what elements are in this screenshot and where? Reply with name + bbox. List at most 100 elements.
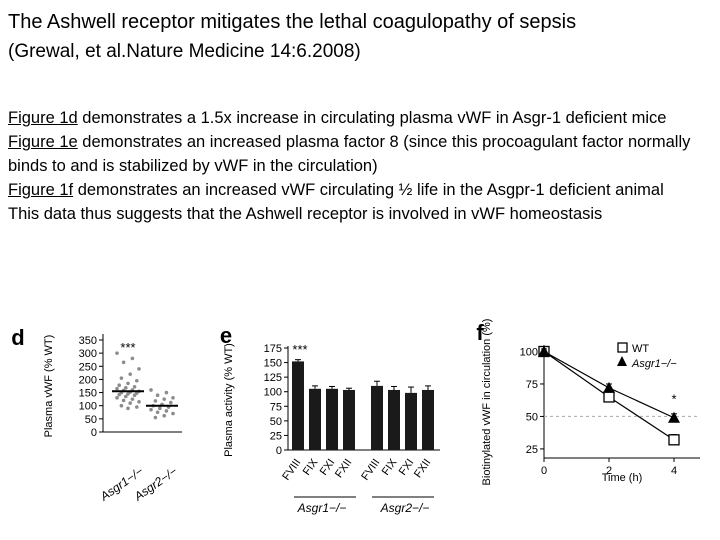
panel-d-ytick-label: 250: [79, 361, 97, 373]
panel-d-point: [121, 398, 126, 403]
panel-d-point: [128, 372, 132, 376]
panel-f-xtick-label: 2: [606, 465, 612, 477]
panel-f-ytick-label: 100: [520, 346, 538, 358]
panel-d-point: [171, 411, 175, 416]
panel-e-bar: [292, 361, 304, 450]
panel-e-ylabel: Plasma activity (% WT): [223, 343, 235, 457]
figure-link-1f[interactable]: Figure 1f: [8, 181, 74, 199]
panel-f-legend-asgr1-marker: [617, 356, 627, 366]
paragraph-3: Figure 1f demonstrates an increased vWF …: [8, 178, 708, 202]
panel-d-point: [124, 386, 128, 390]
panel-d-ytick-label: 150: [79, 388, 97, 400]
panel-e-ytick-label: 25: [270, 430, 282, 442]
panel-d-point: [117, 383, 121, 388]
panel-d-point: [153, 399, 158, 403]
panel-f-asgr1-marker: [668, 411, 680, 423]
panel-e-ytick-label: 150: [264, 358, 282, 370]
panel-d-ytick-label: 100: [79, 401, 97, 413]
panel-d-point: [171, 396, 175, 400]
panel-e-category-label: FIX: [380, 456, 400, 477]
panel-e-group-label: Asgr1−/−: [297, 501, 347, 515]
panel-d-point: [135, 378, 139, 383]
paragraph-1-text: demonstrates a 1.5x increase in circulat…: [77, 109, 667, 127]
panel-d-point: [132, 393, 137, 398]
paragraph-4: This data thus suggests that the Ashwell…: [8, 202, 708, 226]
panel-d-point: [126, 392, 130, 396]
panel-e-bar: [388, 389, 400, 450]
body-text: Figure 1d demonstrates a 1.5x increase i…: [8, 106, 708, 226]
paragraph-2: Figure 1e demonstrates an increased plas…: [8, 130, 708, 178]
panel-d-point: [124, 394, 128, 399]
panel-d-point: [162, 397, 166, 401]
panel-f-legend-wt-marker: [617, 342, 628, 353]
panel-d-ytick-label: 300: [79, 348, 97, 360]
panel-f-xtick-label: 0: [541, 465, 547, 477]
paragraph-1: Figure 1d demonstrates a 1.5x increase i…: [8, 106, 708, 130]
panel-e-bar: [405, 392, 417, 450]
panel-d-point: [128, 401, 132, 405]
figure-link-1d[interactable]: Figure 1d: [8, 109, 78, 127]
panel-f-ylabel: Biotinylated vWF in circulation (%): [481, 319, 493, 486]
panel-e-ytick-label: 50: [270, 416, 282, 428]
panel-d-point: [164, 390, 169, 395]
slide-title: The Ashwell receptor mitigates the letha…: [8, 11, 577, 33]
panel-e-ytick-label: 100: [264, 387, 282, 399]
panel-d-point: [155, 410, 160, 415]
panel-d-point: [158, 406, 162, 411]
panel-d-point: [130, 397, 135, 401]
panel-f-legend-wt-label: WT: [632, 343, 649, 355]
panel-d-point: [164, 409, 169, 413]
panel-d-point: [121, 360, 126, 365]
panel-d-letter: d: [11, 325, 24, 350]
panel-d-point: [169, 400, 173, 405]
panel-d-point: [153, 415, 158, 420]
panel-d-ylabel: Plasma vWF (% WT): [43, 335, 55, 438]
panel-d-point: [126, 381, 130, 386]
panel-e-significance: ***: [292, 342, 307, 357]
panel-d-point: [119, 403, 124, 408]
panel-e-bar: [326, 388, 338, 450]
panel-d-point: [135, 405, 139, 409]
panel-f-xtick-label: 4: [671, 465, 677, 477]
panel-d-point: [137, 367, 141, 371]
panel-d-point: [162, 413, 166, 418]
panel-d-point: [155, 393, 160, 398]
panel-e-category-label: FVIII: [280, 457, 303, 483]
figure-link-1e[interactable]: Figure 1e: [8, 133, 78, 151]
panel-e-ytick-label: 0: [276, 445, 282, 457]
panel-f-ytick-label: 50: [526, 411, 538, 423]
panel-f-asgr1-marker: [603, 381, 615, 393]
panel-d-point: [126, 406, 130, 411]
panel-e-ytick-label: 75: [270, 401, 282, 413]
panel-e-category-label: FIX: [301, 456, 321, 477]
panel-d-point: [132, 384, 137, 389]
panel-e-category-label: FXII: [412, 457, 433, 480]
panel-f-ytick-label: 25: [526, 444, 538, 456]
panel-d-point: [119, 376, 124, 380]
panel-d-ytick-label: 350: [79, 335, 97, 347]
panel-e-category-label: FXII: [333, 457, 354, 480]
panel-f-letter: f: [476, 320, 484, 345]
paragraph-2-text: demonstrates an increased plasma factor …: [8, 133, 691, 175]
panel-f-significance: *: [671, 391, 676, 406]
citation: (Grewal, et al.Nature Medicine 14:6.2008…: [8, 41, 361, 62]
panel-d-point: [137, 399, 141, 404]
panel-d-point: [115, 351, 119, 355]
panel-d-ytick-label: 50: [85, 414, 97, 426]
paragraph-3-text: demonstrates an increased vWF circulatin…: [73, 181, 664, 199]
panel-e-letter: e: [220, 323, 232, 348]
panel-d-point: [117, 392, 121, 397]
panel-d-point: [130, 356, 135, 361]
paragraph-4-text: This data thus suggests that the Ashwell…: [8, 205, 603, 223]
panel-e-bar: [343, 389, 355, 450]
panel-e-bar: [422, 389, 434, 450]
panel-e-ytick-label: 125: [264, 372, 282, 384]
panel-e-group-label: Asgr2−/−: [380, 501, 430, 515]
panel-e-bar: [309, 388, 321, 450]
panel-f-ytick-label: 75: [526, 379, 538, 391]
panel-f-xlabel: Time (h): [602, 472, 643, 484]
panel-d-ytick-label: 200: [79, 374, 97, 386]
panel-d-point: [115, 396, 119, 400]
panel-f-wt-marker: [603, 391, 615, 403]
